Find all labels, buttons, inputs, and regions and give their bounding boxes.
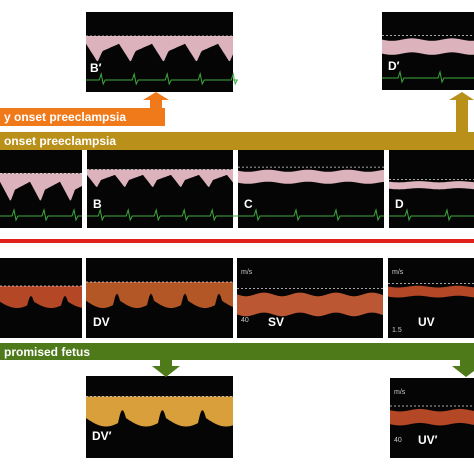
arrow-down xyxy=(452,360,474,377)
panels xyxy=(0,12,474,458)
early-banner xyxy=(0,108,165,126)
compromised-banner-text: promised fetus xyxy=(4,345,90,359)
doppler-panel xyxy=(388,258,474,338)
arrow-up xyxy=(449,92,474,132)
waveform xyxy=(388,285,474,298)
doppler-panel xyxy=(87,150,233,228)
axis-unit: m/s xyxy=(392,269,404,276)
panel-label: UV′ xyxy=(418,433,438,447)
compromised-banner xyxy=(0,343,474,360)
waveform xyxy=(237,292,383,317)
waveform xyxy=(86,36,233,62)
panel-label: DV xyxy=(93,315,110,329)
axis-tick: 1.5 xyxy=(392,327,402,334)
late-banner-text: onset preeclampsia xyxy=(4,134,116,148)
waveform xyxy=(382,38,474,55)
panel-label: D xyxy=(395,197,404,211)
arrow-down xyxy=(152,360,180,377)
waveform xyxy=(86,396,233,427)
axis-unit: m/s xyxy=(394,389,406,396)
waveform xyxy=(87,169,233,188)
waveform xyxy=(390,408,474,426)
panel-label: B′ xyxy=(90,61,102,75)
waveform xyxy=(0,173,82,201)
panel-label: B xyxy=(93,197,102,211)
ecg-trace xyxy=(382,70,474,84)
ecg-trace xyxy=(87,208,246,222)
axis-tick: 40 xyxy=(241,317,249,324)
early-banner-text: y onset preeclampsia xyxy=(4,110,126,124)
panel-label: DV′ xyxy=(92,429,112,443)
waveform xyxy=(389,181,474,190)
ecg-trace xyxy=(389,208,474,222)
panel-label: C xyxy=(244,197,253,211)
arrow-up xyxy=(143,92,169,108)
ecg-trace xyxy=(238,208,384,222)
panel-label: D′ xyxy=(388,59,400,73)
axis-tick: 40 xyxy=(394,437,402,444)
ecg-trace xyxy=(0,208,82,222)
doppler-panel xyxy=(238,150,384,228)
panel-label: UV xyxy=(418,315,435,329)
ecg-trace xyxy=(86,72,239,86)
divider xyxy=(0,239,474,243)
panel-label: SV xyxy=(268,315,284,329)
late-banner xyxy=(0,132,474,150)
waveform xyxy=(238,169,384,184)
waveform xyxy=(0,286,82,308)
axis-unit: m/s xyxy=(241,269,253,276)
waveform xyxy=(86,282,233,308)
